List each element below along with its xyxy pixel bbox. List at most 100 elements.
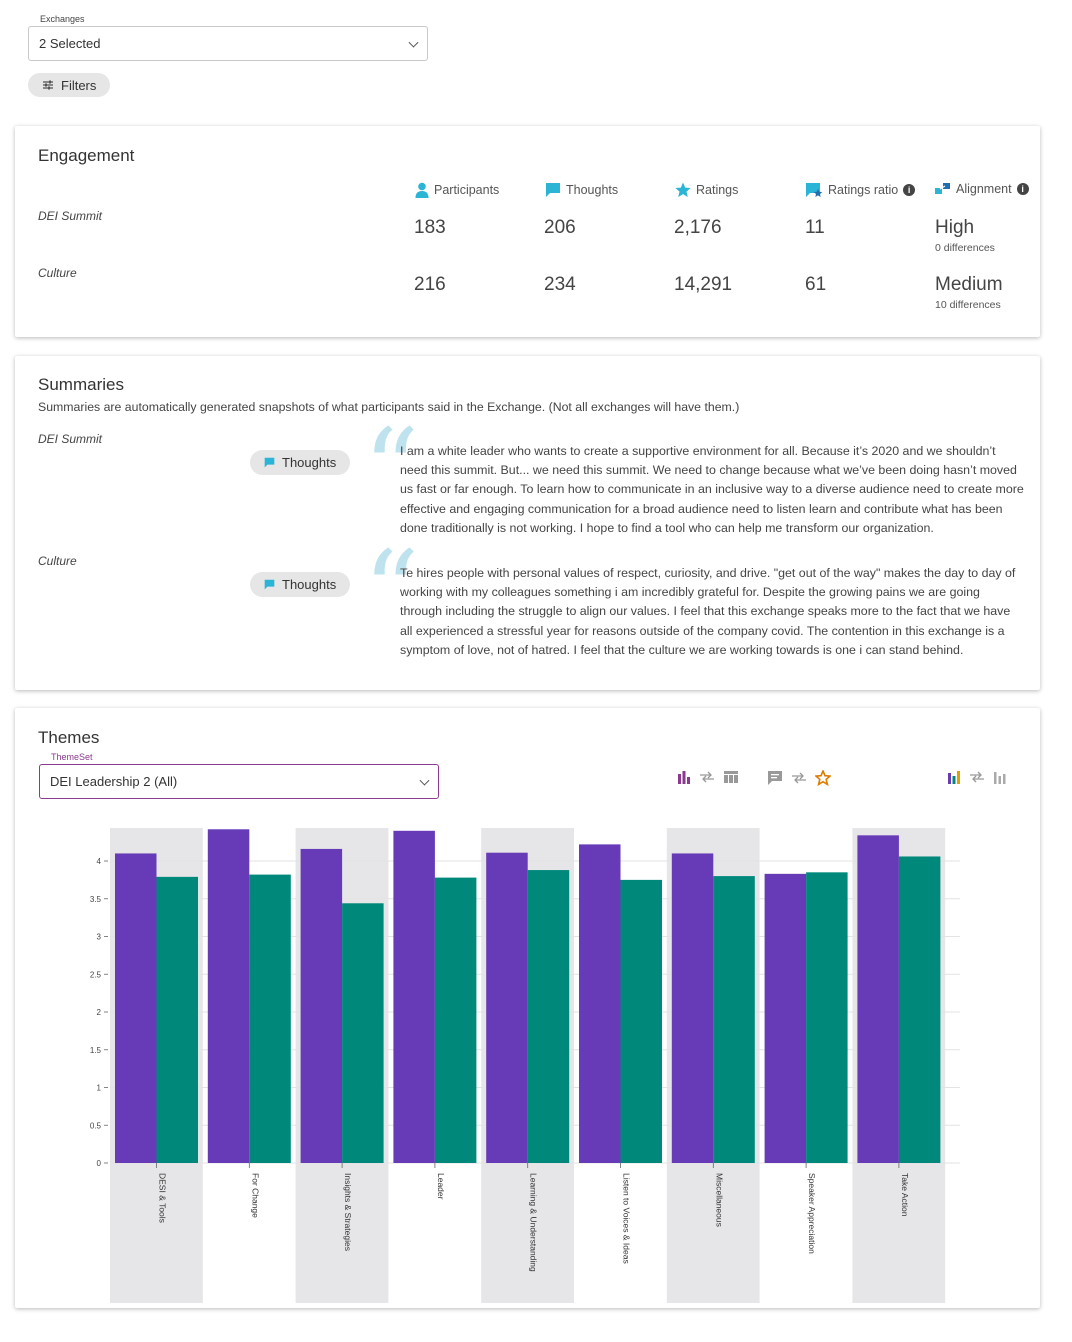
thoughts-chip-label: Thoughts bbox=[282, 455, 337, 470]
chart-toolbar-left bbox=[677, 770, 739, 784]
col-ratings-ratio-label: Ratings ratio bbox=[828, 183, 899, 197]
bar bbox=[857, 835, 899, 1163]
summaries-title: Summaries bbox=[38, 375, 124, 394]
bar bbox=[486, 852, 528, 1163]
bar bbox=[806, 872, 848, 1163]
ratio-value: 61 bbox=[805, 274, 827, 295]
y-tick-label: 2 bbox=[97, 1008, 102, 1017]
bar bbox=[579, 844, 621, 1163]
table-icon[interactable] bbox=[723, 770, 739, 784]
ratings-value: 2,176 bbox=[674, 217, 722, 238]
swap-icon[interactable] bbox=[791, 772, 807, 784]
bar bbox=[207, 829, 250, 1163]
quote-icon: “ bbox=[363, 527, 420, 655]
col-alignment-label: Alignment bbox=[956, 182, 1012, 196]
alignment-value: High bbox=[935, 217, 975, 238]
thoughts-value: 206 bbox=[544, 217, 576, 238]
thoughts-value: 234 bbox=[544, 274, 576, 295]
x-category-label: For Change bbox=[250, 1173, 260, 1218]
summary-row-label: Culture bbox=[38, 554, 77, 568]
bar bbox=[342, 903, 384, 1163]
themes-bar-chart: 0 0.5 1 1.5 2 2.5 3 3.5 4 DESI & Tools For Change I… bbox=[90, 828, 960, 1303]
x-category-label: Speaker Appreciation bbox=[807, 1173, 817, 1254]
chevron-down-icon bbox=[419, 775, 430, 786]
themeset-label: ThemeSet bbox=[51, 752, 93, 762]
col-ratings-label: Ratings bbox=[696, 183, 739, 197]
col-thoughts: Thoughts bbox=[545, 182, 618, 198]
bar bbox=[620, 879, 662, 1163]
y-tick-label: 3 bbox=[97, 933, 102, 942]
thoughts-chip[interactable]: Thoughts bbox=[250, 572, 351, 597]
alignment-icon bbox=[935, 183, 950, 194]
col-participants-label: Participants bbox=[434, 183, 500, 197]
bar bbox=[713, 876, 755, 1163]
chat-icon bbox=[264, 579, 275, 590]
summary-text: I am a white leader who wants to create … bbox=[400, 444, 1024, 535]
exchanges-label: Exchanges bbox=[40, 14, 85, 24]
bar bbox=[156, 876, 198, 1163]
exchanges-select[interactable]: 2 Selected bbox=[28, 26, 428, 61]
quote-icon: “ bbox=[363, 405, 420, 533]
bar-chart-icon[interactable] bbox=[677, 770, 691, 784]
col-ratings-ratio: Ratings ratio i bbox=[805, 182, 916, 198]
y-tick-label: 3.5 bbox=[90, 895, 102, 904]
sliders-icon bbox=[43, 80, 53, 90]
chevron-down-icon bbox=[408, 37, 419, 48]
bar bbox=[764, 873, 807, 1163]
bar bbox=[393, 830, 435, 1163]
x-category-label: Listen to Voices & Ideas bbox=[622, 1173, 632, 1264]
y-tick-label: 1.5 bbox=[90, 1046, 102, 1055]
themeset-select[interactable]: DEI Leadership 2 (All) bbox=[39, 764, 439, 799]
engagement-title: Engagement bbox=[38, 146, 135, 165]
y-tick-label: 4 bbox=[97, 857, 102, 866]
chat-icon bbox=[546, 183, 560, 197]
summaries-card: Summaries Summaries are automatically ge… bbox=[15, 356, 1040, 690]
x-category-label: Learning & Understanding bbox=[529, 1173, 539, 1272]
grouped-bar-icon[interactable] bbox=[993, 770, 1007, 784]
thoughts-chip[interactable]: Thoughts bbox=[250, 450, 351, 475]
bar bbox=[434, 877, 477, 1163]
col-ratings: Ratings bbox=[675, 182, 738, 198]
participants-value: 216 bbox=[414, 274, 446, 295]
bar bbox=[671, 853, 714, 1163]
filters-label: Filters bbox=[61, 77, 97, 93]
col-thoughts-label: Thoughts bbox=[566, 183, 619, 197]
alignment-value: Medium bbox=[935, 274, 1003, 295]
differences-text: 0 differences bbox=[935, 242, 995, 254]
summary-text: Te hires people with personal values of … bbox=[400, 566, 1016, 657]
comment-icon[interactable] bbox=[767, 770, 783, 786]
y-tick-label: 0 bbox=[97, 1159, 102, 1168]
chart-toolbar-middle bbox=[767, 770, 831, 786]
x-category-label: DESI & Tools bbox=[158, 1173, 168, 1223]
filters-button[interactable]: Filters bbox=[28, 73, 111, 97]
thoughts-chip-label: Thoughts bbox=[282, 577, 337, 592]
star-icon bbox=[675, 182, 691, 197]
ratings-value: 14,291 bbox=[674, 274, 733, 295]
col-alignment: Alignment i bbox=[935, 182, 1029, 196]
x-category-label: Miscellaneous bbox=[714, 1173, 724, 1227]
swap-icon[interactable] bbox=[969, 771, 985, 783]
summary-row-label: DEI Summit bbox=[38, 432, 103, 446]
info-icon[interactable]: i bbox=[1016, 183, 1029, 195]
themeset-value: DEI Leadership 2 (All) bbox=[50, 774, 178, 789]
engagement-row-label: Culture bbox=[38, 266, 77, 280]
exchanges-value: 2 Selected bbox=[39, 36, 101, 51]
x-category-label: Leader bbox=[436, 1173, 446, 1200]
multi-bar-icon[interactable] bbox=[947, 770, 961, 784]
themes-title: Themes bbox=[38, 728, 100, 747]
info-icon[interactable]: i bbox=[903, 184, 916, 196]
bar bbox=[300, 848, 343, 1163]
star-outline-icon[interactable] bbox=[815, 770, 831, 786]
x-category-label: Take Action bbox=[900, 1173, 910, 1217]
person-icon bbox=[415, 182, 429, 198]
swap-icon[interactable] bbox=[699, 771, 715, 783]
summaries-subtitle: Summaries are automatically generated sn… bbox=[38, 400, 740, 414]
col-participants: Participants bbox=[415, 182, 499, 198]
bar bbox=[898, 856, 941, 1163]
y-tick-label: 2.5 bbox=[90, 970, 102, 979]
participants-value: 183 bbox=[414, 217, 446, 238]
x-category-label: Insights & Strategies bbox=[343, 1173, 353, 1251]
y-tick-label: 1 bbox=[97, 1084, 102, 1093]
chart-toolbar-right bbox=[947, 770, 1007, 784]
ratio-value: 11 bbox=[805, 217, 825, 238]
